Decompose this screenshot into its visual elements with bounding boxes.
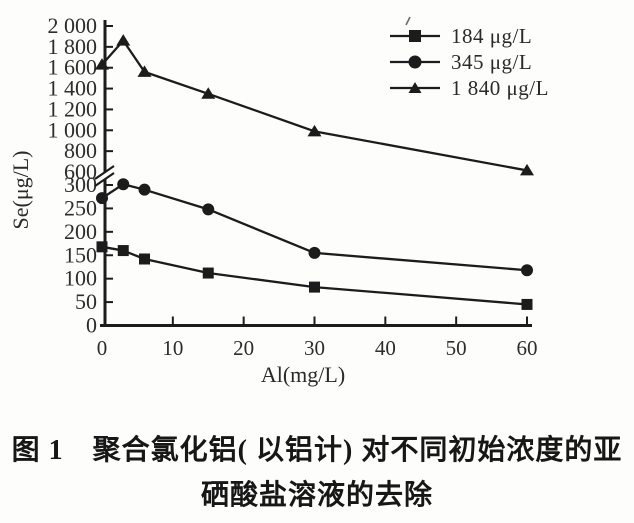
data-point-circle <box>96 192 108 205</box>
x-tick-label: 50 <box>446 336 467 360</box>
data-point-circle <box>202 203 215 216</box>
scan-artifact-mark <box>405 16 411 26</box>
legend-item-1840: 1 840 μg/L <box>390 75 549 100</box>
y-tick-label: 2 000 <box>48 13 98 38</box>
y-tick-label: 1 400 <box>48 76 98 101</box>
x-tick-label: 60 <box>517 336 538 360</box>
y-tick-label: 300 <box>64 172 97 197</box>
legend-label-345: 345 μg/L <box>451 49 533 74</box>
x-tick-label: 40 <box>375 336 396 360</box>
data-point-square <box>521 298 533 310</box>
data-point-square <box>96 241 108 253</box>
y-tick-label: 1 000 <box>48 117 98 142</box>
legend-label-184: 184 μg/L <box>451 23 533 48</box>
legend: 184 μg/L 345 μg/L 1 840 μg/L <box>390 23 549 100</box>
circle-marker-icon <box>390 55 440 69</box>
data-point-triangle <box>201 87 216 99</box>
y-tick-label: 600 <box>64 159 97 184</box>
x-axis-title: Al(mg/L) <box>261 362 345 387</box>
caption-line-2: 硒酸盐溶液的去除 <box>200 480 433 511</box>
x-tick-label: 30 <box>304 336 325 360</box>
data-point-circle <box>117 178 130 191</box>
data-point-triangle <box>307 124 322 137</box>
data-point-circle <box>138 183 151 196</box>
chart-area: 0 50 100 150 200 250 300 600 800 1 000 1 200 1 400 1… <box>8 13 549 387</box>
data-point-square <box>139 253 150 265</box>
legend-label-1840: 1 840 μg/L <box>451 75 549 100</box>
triangle-marker-icon <box>390 82 440 93</box>
data-point-square <box>309 281 320 293</box>
y-tick-label: 1 600 <box>48 55 98 80</box>
caption-line-1: 图 1 聚合氯化铝( 以铝计) 对不同初始浓度的亚 <box>11 435 623 466</box>
y-tick-label: 800 <box>64 138 97 163</box>
x-tick-label: 0 <box>97 336 108 360</box>
y-tick-label: 0 <box>86 313 97 338</box>
y-tick-label: 50 <box>75 289 97 314</box>
legend-item-184: 184 μg/L <box>390 23 549 48</box>
data-point-circle <box>521 264 533 277</box>
axis-break-slash <box>94 165 115 180</box>
data-point-triangle <box>137 65 152 77</box>
x-tick-label: 10 <box>162 336 183 360</box>
axis-break-mask <box>96 166 115 185</box>
y-tick-label: 250 <box>64 195 97 220</box>
y-tick-label: 200 <box>64 219 97 244</box>
y-tick-label: 1 200 <box>48 96 98 121</box>
data-point-square <box>117 245 129 257</box>
data-point-circle <box>308 246 321 259</box>
legend-item-345: 345 μg/L <box>390 49 549 74</box>
figure-caption: 图 1 聚合氯化铝( 以铝计) 对不同初始浓度的亚 硒酸盐溶液的去除 <box>0 428 634 518</box>
x-tick-label: 20 <box>233 336 254 360</box>
axis-break-slash <box>94 172 115 187</box>
y-axis-title: Se(μg/L) <box>8 151 33 230</box>
y-tick-label: 150 <box>64 242 97 267</box>
data-point-triangle <box>520 163 534 176</box>
data-point-triangle <box>95 58 109 70</box>
y-tick-label: 1 800 <box>48 34 98 59</box>
square-marker-icon <box>390 30 440 42</box>
data-point-square <box>202 267 214 279</box>
y-tick-label: 100 <box>64 266 97 291</box>
data-point-triangle <box>116 34 131 46</box>
